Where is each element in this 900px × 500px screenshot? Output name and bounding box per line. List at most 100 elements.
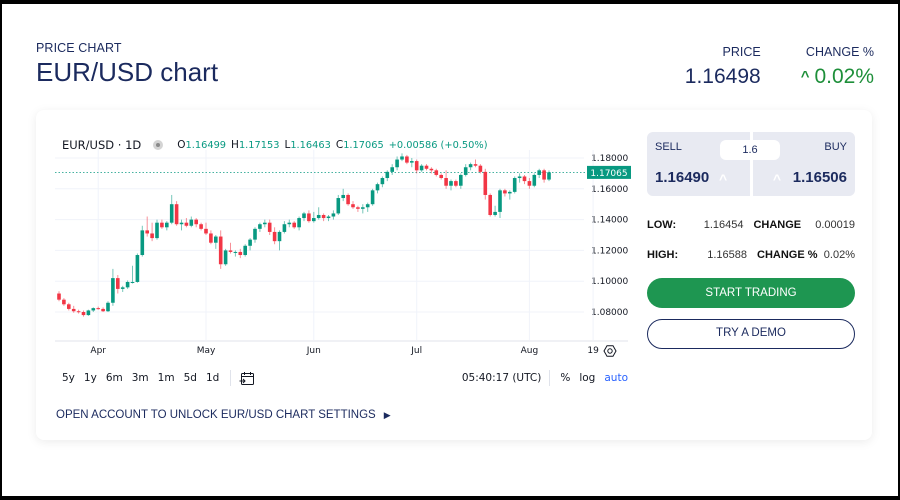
y-axis-label: 1.10000 <box>591 277 628 287</box>
candle-body <box>116 278 120 289</box>
trade-panel: SELL 1.16490 ^ BUY ^ 1.16506 1.6 LOW: 1.… <box>647 132 855 349</box>
last-price-badge <box>587 165 631 179</box>
candle-body <box>542 170 546 180</box>
x-axis-label: Aug <box>521 346 539 356</box>
candle-body <box>429 168 434 171</box>
start-trading-button[interactable]: START TRADING <box>647 278 855 308</box>
quote-summary: PRICE 1.16498 CHANGE % ^ 0.02% <box>685 45 874 89</box>
candle-body <box>414 161 419 171</box>
percent-scale-toggle[interactable]: % <box>560 372 571 384</box>
candle-body <box>155 222 159 239</box>
range-1d-button[interactable]: 1d <box>205 372 220 384</box>
candle-body <box>532 174 537 186</box>
range-5d-button[interactable]: 5d <box>183 372 197 384</box>
change-label: CHANGE <box>753 219 802 231</box>
candle-body <box>233 251 238 253</box>
candle-body <box>351 204 355 208</box>
candle-body <box>356 207 360 209</box>
candle-body <box>101 308 105 312</box>
candle-body <box>263 222 267 225</box>
candle-body <box>302 213 306 219</box>
price-value: 1.16498 <box>684 65 761 88</box>
buy-label: BUY <box>824 141 847 153</box>
legend-open: 1.16499 <box>185 139 227 151</box>
candle-body <box>91 308 96 311</box>
candle-body <box>174 204 179 225</box>
candle-body <box>169 204 174 223</box>
candle-body <box>189 219 194 226</box>
candle-body <box>111 278 115 303</box>
candle-body <box>223 250 228 265</box>
gear-icon[interactable] <box>603 345 617 357</box>
utc-time: 05:40:17 (UTC) <box>461 372 542 384</box>
candle-body <box>184 222 189 226</box>
trade-buttons: SELL 1.16490 ^ BUY ^ 1.16506 1.6 <box>647 132 855 196</box>
candle-body <box>214 236 218 243</box>
legend-change: +0.00586 (+0.50%) <box>388 139 488 151</box>
candle-body <box>468 164 473 168</box>
low-value: 1.16454 <box>703 219 744 231</box>
calendar-goto-icon[interactable] <box>239 371 255 386</box>
candle-body <box>390 167 394 172</box>
candle-body <box>473 164 478 166</box>
y-axis-label: 1.14000 <box>591 216 628 226</box>
candle-body <box>493 211 497 215</box>
legend-close-key: C <box>335 139 344 151</box>
candlestick-chart[interactable]: 1.08000 1.10000 1.12000 1.14000 1.16000 1.180… <box>36 110 636 360</box>
range-3m-button[interactable]: 3m <box>131 372 149 384</box>
x-axis-label: Jul <box>410 346 422 356</box>
range-6m-button[interactable]: 6m <box>105 372 123 384</box>
change-percent-stat-value: 0.02% <box>823 249 855 261</box>
candle-body <box>106 302 110 312</box>
change-percent-label: CHANGE % <box>805 45 874 59</box>
y-axis-label: 1.08000 <box>591 308 628 318</box>
unlock-settings-link[interactable]: OPEN ACCOUNT TO UNLOCK EUR/USD CHART SET… <box>56 409 391 421</box>
last-price-text: 1.17065 <box>590 169 627 179</box>
legend-open-key: O <box>177 139 186 151</box>
candle-body <box>218 236 223 265</box>
candle-body <box>424 165 429 169</box>
candle-body <box>76 311 81 313</box>
candle-body <box>282 224 287 232</box>
candle-body <box>508 191 512 194</box>
legend-high-key: H <box>231 139 239 151</box>
sell-button[interactable]: SELL 1.16490 ^ <box>647 132 750 196</box>
try-demo-button[interactable]: TRY A DEMO <box>647 319 855 349</box>
candle-body <box>326 216 331 219</box>
candle-body <box>150 233 154 239</box>
y-axis-label: 1.16000 <box>591 185 628 195</box>
candle-body <box>365 204 370 208</box>
candle-body <box>312 218 316 222</box>
range-5y-button[interactable]: 5y <box>62 372 75 384</box>
candle-body <box>444 178 448 186</box>
candle-body <box>410 161 414 163</box>
candle-body <box>199 224 203 229</box>
candle-body <box>292 222 296 228</box>
chart-widget[interactable]: 1.08000 1.10000 1.12000 1.14000 1.16000 1.180… <box>36 110 636 440</box>
candle-body <box>160 222 164 228</box>
candle-body <box>277 231 282 242</box>
log-scale-toggle[interactable]: log <box>579 372 596 384</box>
candle-body <box>346 194 350 205</box>
legend-symbol: EUR/USD · 1D <box>62 138 142 152</box>
sell-price: 1.16490 <box>655 169 710 186</box>
candle-body <box>57 293 61 300</box>
stats-table: LOW: 1.16454 CHANGE 0.00019 HIGH: 1.1658… <box>647 218 855 262</box>
range-1m-button[interactable]: 1m <box>157 372 175 384</box>
candle-body <box>419 165 424 171</box>
candle-body <box>517 176 522 179</box>
chart-toolbar: 5y 1y 6m 3m 1m 5d 1d 05:40:17 (UTC) % lo… <box>62 368 628 388</box>
candle-body <box>165 222 169 228</box>
candle-body <box>321 214 326 219</box>
candle-body <box>81 312 86 316</box>
auto-scale-toggle[interactable]: auto <box>604 372 628 384</box>
range-1y-button[interactable]: 1y <box>83 372 97 384</box>
candle-body <box>405 156 409 163</box>
high-value: 1.16588 <box>707 249 747 261</box>
change-percent-text: 0.02% <box>814 65 874 88</box>
candle-body <box>316 214 321 219</box>
candle-body <box>488 194 492 215</box>
candle-body <box>71 308 76 312</box>
candle-body <box>62 299 66 305</box>
candle-body <box>463 167 468 175</box>
